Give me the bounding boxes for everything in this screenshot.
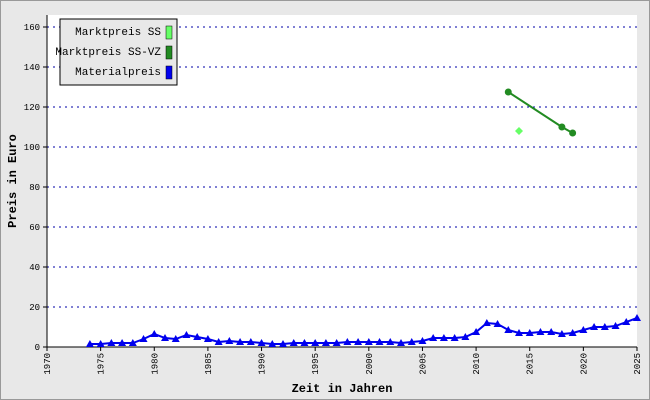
legend-label: Materialpreis [75,67,161,79]
marker [600,323,609,330]
marker [343,338,352,345]
marker [279,340,287,347]
marker [375,338,384,345]
marker [214,338,223,345]
marker [203,335,212,342]
marker [439,334,448,341]
marker [139,335,148,342]
x-tick-label: 2015 [526,353,536,375]
marker [461,333,470,340]
x-tick-label: 1990 [258,353,268,375]
marker [418,337,427,344]
x-tick-label: 1970 [43,353,53,375]
legend-swatch [165,65,173,80]
legend-label: Marktpreis SS [75,27,161,39]
y-tick-label: 140 [24,63,40,73]
marker [397,339,405,346]
x-tick-label: 2000 [365,353,375,375]
marker [300,339,309,346]
marker [536,328,545,335]
x-tick-label: 1985 [204,353,214,375]
y-tick-label: 60 [29,223,40,233]
marker [547,328,556,335]
marker [193,333,202,340]
legend-swatch [165,45,173,60]
marker [515,329,523,336]
marker [429,334,438,341]
marker [558,123,566,131]
y-axis-title: Preis in Euro [6,134,20,228]
series-line [89,317,638,345]
marker [622,318,631,325]
y-tick-label: 0 [35,343,40,353]
marker [515,127,523,135]
marker [504,88,512,96]
marker [311,339,320,346]
legend: Marktpreis SS Marktpreis SS-VZ Materialpre… [55,18,178,86]
x-tick-label: 1980 [150,353,160,375]
x-tick-label: 2020 [579,353,589,375]
marker [633,314,641,321]
x-tick-label: 2005 [418,353,428,375]
marker [557,330,566,337]
marker [364,338,373,345]
marker [225,337,234,344]
x-axis-title: Zeit in Jahren [292,382,393,396]
y-tick-label: 80 [29,183,40,193]
marker [569,129,577,137]
marker [96,340,105,347]
marker [128,339,137,346]
marker [493,320,502,327]
marker [150,330,159,337]
marker [171,335,180,342]
y-tick-label: 100 [24,143,40,153]
y-tick-label: 120 [24,103,40,113]
marker [525,329,534,336]
marker [482,319,491,326]
marker [386,338,395,345]
x-tick-label: 2010 [472,353,482,375]
legend-label: Marktpreis SS-VZ [55,47,161,59]
marker [354,338,363,345]
y-tick-label: 20 [29,303,40,313]
marker [504,326,513,333]
marker [257,339,266,346]
marker [568,329,577,336]
marker [407,338,416,345]
marker [268,340,277,347]
x-tick-label: 2025 [633,353,643,375]
x-tick-label: 1995 [311,353,321,375]
marker [332,339,341,346]
marker [289,339,298,346]
marker [161,334,169,341]
marker [450,334,459,341]
x-tick-label: 1975 [97,353,107,375]
legend-swatch [165,25,173,40]
marks [85,88,641,347]
y-tick-label: 160 [24,23,40,33]
grid: 0 20 40 60 80 100 120 140 160 1970 1975 1980 1985 199… [24,15,643,375]
marker [472,328,481,335]
marker [590,323,599,330]
marker [321,339,330,346]
marker [107,339,116,346]
marker [85,340,94,347]
marker [579,326,588,333]
marker [246,338,255,345]
marker [611,322,620,329]
marker [118,339,127,346]
marker [182,331,191,338]
legend-box [59,18,178,86]
marker [236,338,245,345]
y-tick-label: 40 [29,263,40,273]
